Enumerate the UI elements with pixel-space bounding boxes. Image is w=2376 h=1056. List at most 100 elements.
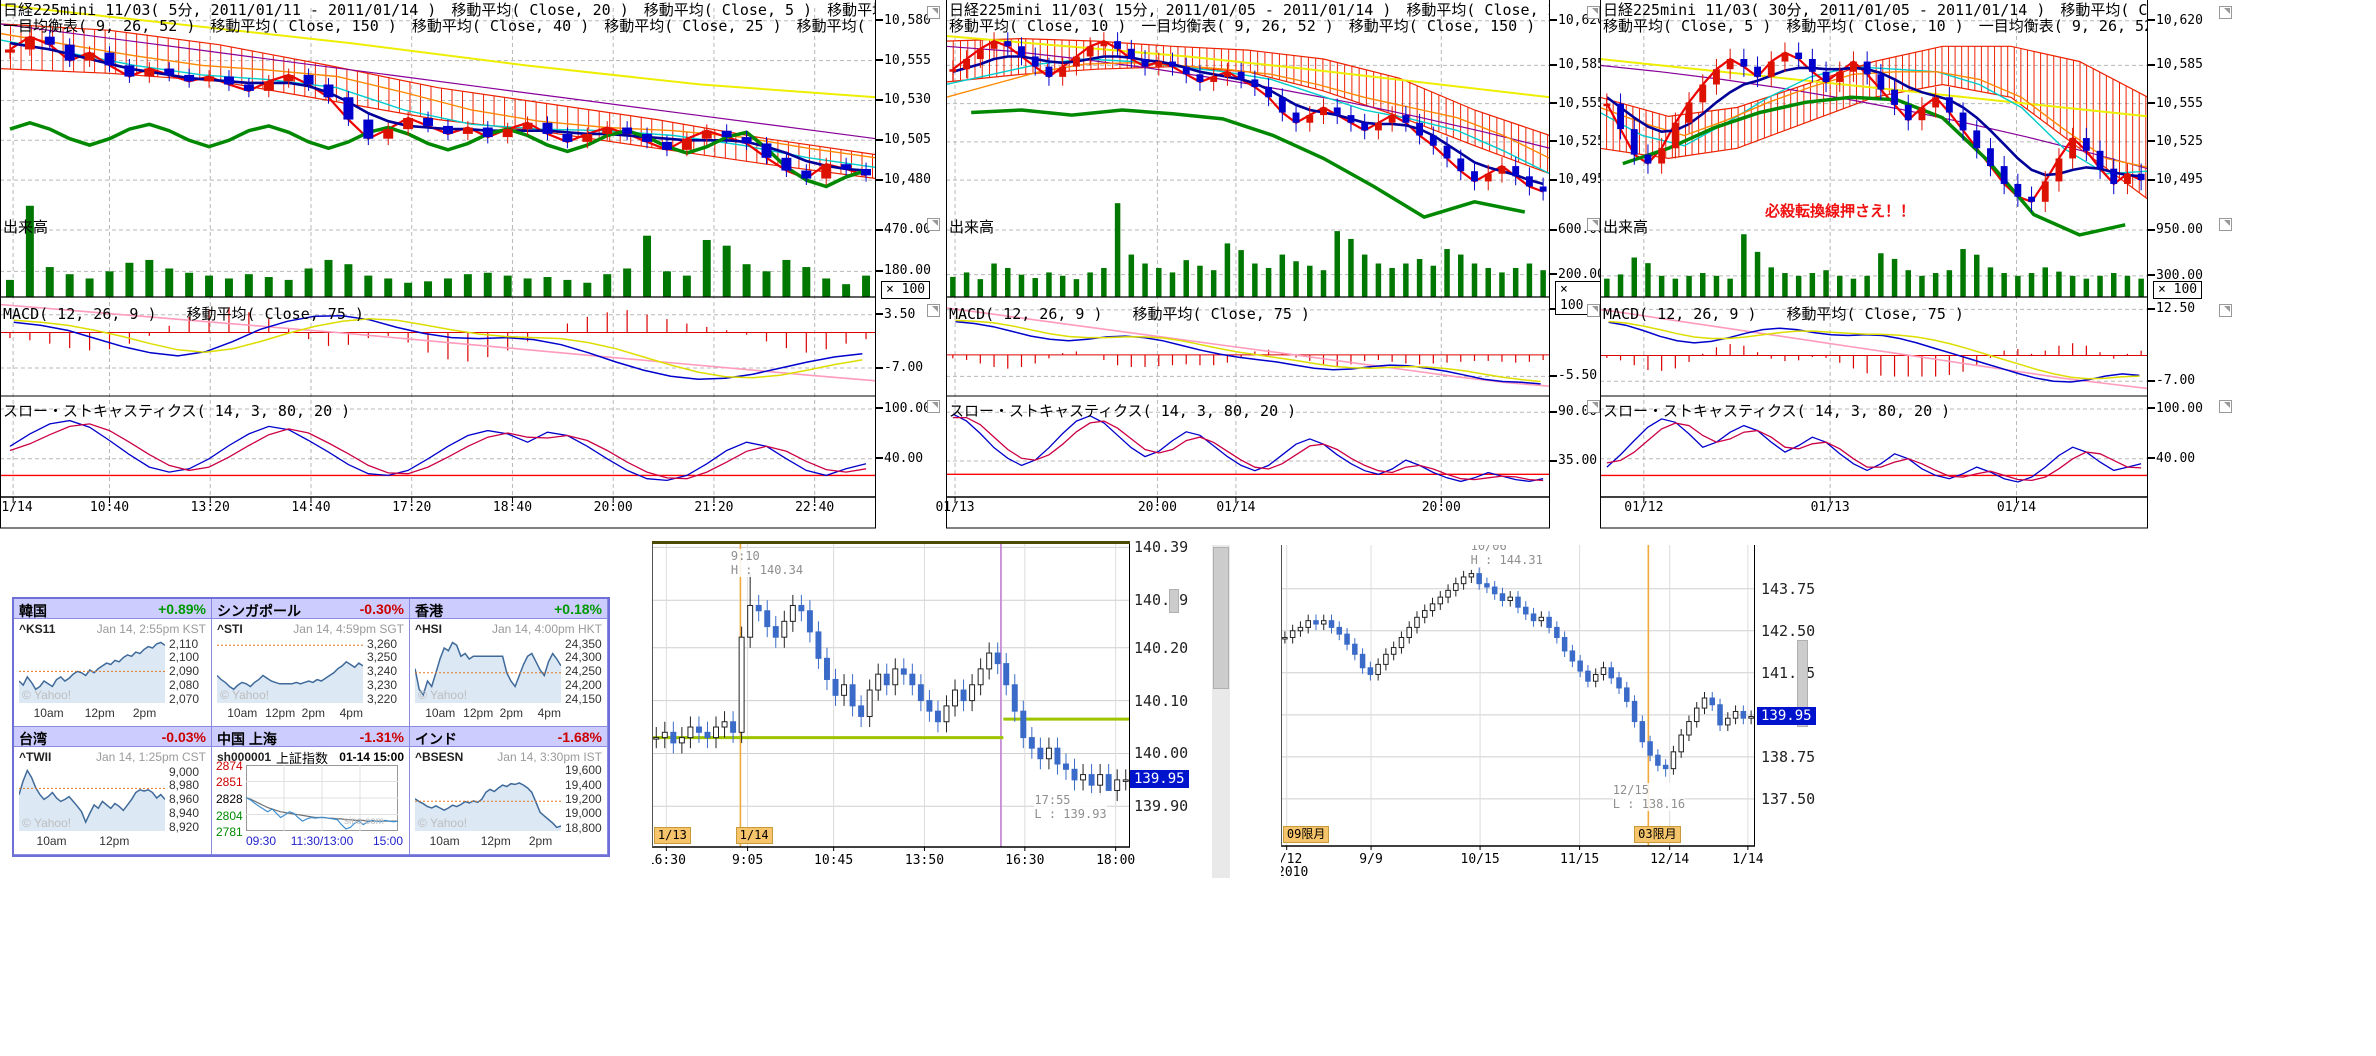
- mini-y-tick-label: 2,100: [169, 650, 200, 665]
- time-axis-label: 22:40: [795, 500, 835, 515]
- market-timestamp: Jan 14, 2:55pm KST: [96, 622, 206, 636]
- market-cell-hsi[interactable]: 香港 +0.18% ^HSI Jan 14, 4:00pm HKT 24,350 24,3…: [410, 599, 608, 727]
- price-tick-label: 10,580: [876, 13, 931, 28]
- asian-markets-panel: 韓国 +0.89% ^KS11 Jan 14, 2:55pm KST 2,110 2,10…: [12, 597, 610, 857]
- mini-y-tick-label: 2874: [216, 759, 243, 773]
- mini-x-tick-label: 10am: [227, 706, 258, 720]
- fx-intraday-chart[interactable]: 140.39 140.29 140.20 140.10 140.00 139.90 139.…: [652, 541, 1212, 881]
- market-name: 香港: [415, 603, 443, 619]
- volume-label: 出来高: [949, 218, 995, 236]
- nikkei-15min-chart[interactable]: 01/13 20:00 01/14 20:00: [935, 0, 1550, 530]
- chart-canvas[interactable]: [946, 0, 1550, 530]
- pane-resize-icon[interactable]: [2219, 6, 2232, 19]
- pane-resize-icon[interactable]: [927, 6, 940, 19]
- chart-canvas[interactable]: [19, 637, 165, 703]
- nikkei-5min-axis-column: 10,580 10,555 10,530 10,505 10,480 470.00 180.…: [876, 0, 942, 530]
- mini-y-tick-label: 19,400: [565, 777, 602, 792]
- chart-canvas[interactable]: [1281, 545, 1755, 876]
- chart-canvas[interactable]: [415, 637, 561, 703]
- pane-resize-icon[interactable]: [1587, 6, 1600, 19]
- market-cell-ks11[interactable]: 韓国 +0.89% ^KS11 Jan 14, 2:55pm KST 2,110 2,10…: [14, 599, 212, 727]
- market-cell-header: 中国 上海 -1.31%: [212, 727, 409, 747]
- time-axis-label: 20:00: [1137, 500, 1177, 515]
- nikkei-30min-chart[interactable]: 01/12 01/13 01/14: [1600, 0, 2148, 530]
- pane-resize-icon[interactable]: [2219, 304, 2232, 317]
- pane-resize-icon[interactable]: [927, 400, 940, 413]
- mini-y-tick-label: 19,200: [565, 792, 602, 806]
- price-tick-label: 10,555: [1550, 96, 1605, 111]
- price-tick-label: 10,525: [1550, 134, 1605, 149]
- mini-x-tick-label: 4pm: [537, 706, 561, 720]
- market-cell-header: シンガポール -0.30%: [212, 599, 409, 619]
- macd-tick-label: -5.50: [1550, 368, 1597, 383]
- mini-y-tick-label: 19,000: [565, 806, 602, 821]
- fx-daily-scrollbar[interactable]: [1797, 640, 1808, 727]
- macd-tick-label: -7.00: [2148, 373, 2195, 388]
- fx-price-tick-label: 140.20: [1134, 638, 1189, 657]
- mini-y-tick-label: 18,800: [565, 820, 602, 835]
- price-tick-label: 10,495: [2148, 172, 2203, 187]
- price-tick-label: 10,530: [876, 92, 931, 107]
- scrollbar-thumb[interactable]: [1213, 547, 1229, 689]
- market-cell-header: インド -1.68%: [410, 727, 607, 747]
- market-pct-change: -0.30%: [359, 601, 404, 617]
- mini-x-tick-label: 12pm: [480, 834, 511, 848]
- mini-x-tick-label: 10am: [425, 706, 456, 720]
- pane-resize-icon[interactable]: [1587, 400, 1600, 413]
- chart-canvas[interactable]: [0, 0, 876, 530]
- market-timestamp: 01-14 15:00: [339, 750, 404, 764]
- market-ticker: ^HSI: [415, 622, 443, 636]
- chart-canvas[interactable]: [1600, 0, 2148, 530]
- chart-canvas[interactable]: [217, 637, 363, 703]
- nikkei-5min-chart[interactable]: 01/14 10:40 13:20 14:40 17:20 18:40 20:00 21:20…: [0, 0, 876, 530]
- volume-multiplier: × 100: [2153, 281, 2203, 299]
- sina-watermark: sina.com: [344, 816, 385, 827]
- chart-canvas[interactable]: [246, 765, 398, 831]
- market-cell-bsesn[interactable]: インド -1.68% ^BSESN Jan 14, 3:30pm IST 19,600 1…: [410, 727, 608, 855]
- pane-resize-icon[interactable]: [927, 304, 940, 317]
- nikkei-15min-axis-column: 10,620 10,585 10,555 10,525 10,495 600.00 200.…: [1550, 0, 1605, 530]
- market-cell-sh000001[interactable]: 中国 上海 -1.31% sh000001 01-14 15:00 上証指数 2874 28…: [212, 727, 410, 855]
- last-price-badge: 139.95: [1757, 706, 1816, 725]
- volume-tick-label: 470.00: [876, 222, 931, 237]
- market-ticker: ^KS11: [19, 622, 56, 636]
- low-annotation: 12/15 L : 138.16: [1612, 783, 1686, 811]
- mini-x-tick-label: 2pm: [301, 706, 326, 720]
- nikkei-5min-panel: 01/14 10:40 13:20 14:40 17:20 18:40 20:00 21:20…: [0, 0, 944, 530]
- time-axis-label: 17:20: [392, 500, 432, 515]
- time-axis-label: 21:20: [694, 500, 734, 515]
- pane-resize-icon[interactable]: [1587, 304, 1600, 317]
- mini-y-tick-label: 3,220: [367, 691, 398, 706]
- pane-resize-icon[interactable]: [1587, 218, 1600, 231]
- mini-y-tick-label: 3,250: [367, 650, 398, 665]
- mini-y-tick-label: 24,250: [565, 664, 602, 678]
- macd-label: MACD( 12, 26, 9 ) 移動平均( Close, 75 ): [949, 305, 1310, 323]
- time-axis-label: 20:00: [593, 500, 633, 515]
- market-cell-twii[interactable]: 台湾 -0.03% ^TWII Jan 14, 1:25pm CST 9,000 8,98…: [14, 727, 212, 855]
- fx-intraday-scrollbar[interactable]: [1212, 545, 1230, 878]
- mini-y-tick-label: 2781: [216, 825, 243, 839]
- axis-scroll-thumb[interactable]: [1169, 589, 1179, 614]
- yahoo-watermark: © Yahoo!: [418, 816, 468, 830]
- market-ticker: sh000001: [217, 750, 272, 764]
- nikkei-15min-panel: 01/13 20:00 01/14 20:00 10,620 10,585 10,555 1…: [935, 0, 1605, 530]
- pane-resize-icon[interactable]: [2219, 400, 2232, 413]
- fx-daily-chart[interactable]: 143.75142.50141.25138.75137.50139.958/12…: [1281, 545, 1826, 880]
- chart-canvas[interactable]: [652, 541, 1130, 877]
- chart-canvas[interactable]: [19, 765, 165, 831]
- fx-time-axis-label: 9/9: [1359, 852, 1383, 867]
- pane-resize-icon[interactable]: [2219, 218, 2232, 231]
- time-axis-label: 01/14: [1996, 500, 2037, 515]
- fx-price-tick-label: 137.50: [1761, 789, 1816, 808]
- pane-resize-icon[interactable]: [927, 218, 940, 231]
- market-pct-change: -1.31%: [359, 729, 404, 745]
- price-tick-label: 10,620: [2148, 13, 2203, 28]
- chart-canvas[interactable]: [415, 765, 561, 831]
- fx-time-axis-label: 8/12: [1281, 852, 1303, 867]
- chart-indicator-list: 移動平均( Close, 5 ) 移動平均( Close, 10 ) 一目均衡表…: [1603, 18, 2147, 34]
- market-cell-sti[interactable]: シンガポール -0.30% ^STI Jan 14, 4:59pm SGT 3,260 3…: [212, 599, 410, 727]
- mini-y-tick-label: 2,090: [169, 664, 200, 678]
- fx-price-tick-label: 140.10: [1134, 691, 1189, 710]
- mini-x-tick-label: 15:00: [372, 834, 403, 848]
